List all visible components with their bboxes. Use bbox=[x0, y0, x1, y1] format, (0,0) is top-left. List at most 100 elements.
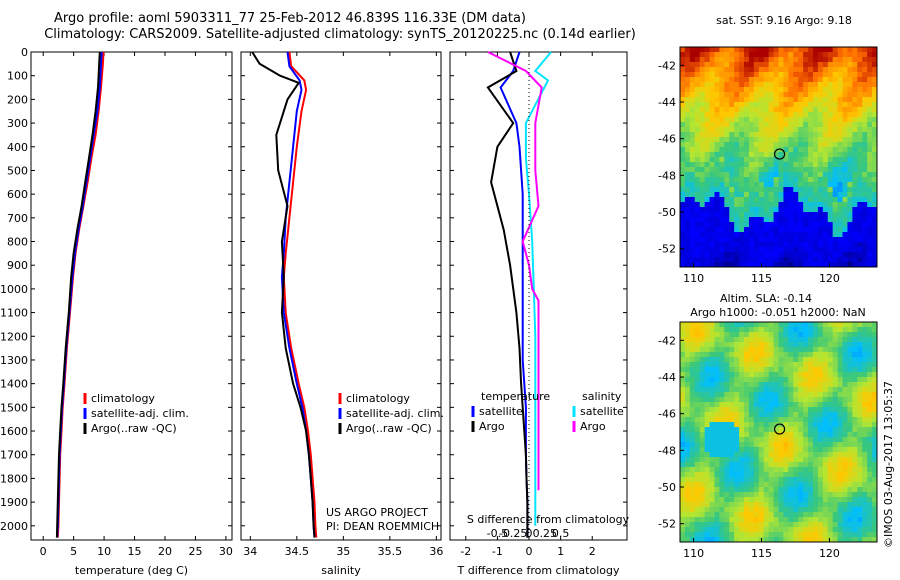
heatmap-cell bbox=[842, 172, 848, 178]
heatmap-cell bbox=[714, 137, 720, 143]
heatmap-cell bbox=[812, 517, 819, 523]
heatmap-cell bbox=[867, 392, 873, 398]
heatmap-cell bbox=[748, 107, 755, 113]
heatmap-cell bbox=[872, 502, 877, 508]
heatmap-cell bbox=[704, 417, 710, 423]
heatmap-cell bbox=[827, 62, 834, 68]
heatmap-cell bbox=[857, 257, 863, 263]
heatmap-cell bbox=[778, 117, 784, 123]
heatmap-cell bbox=[798, 112, 804, 118]
heatmap-cell bbox=[773, 507, 779, 513]
heatmap-cell bbox=[817, 372, 824, 378]
heatmap-cell bbox=[714, 332, 720, 338]
heatmap-cell bbox=[837, 102, 843, 108]
heatmap-cell bbox=[832, 337, 838, 343]
heatmap-cell bbox=[817, 347, 824, 353]
heatmap-cell bbox=[847, 182, 853, 188]
heatmap-cell bbox=[680, 332, 686, 338]
heatmap-cell bbox=[714, 397, 720, 403]
heatmap-cell bbox=[689, 527, 696, 533]
heatmap-cell bbox=[724, 352, 730, 358]
heatmap-cell bbox=[758, 332, 765, 338]
heatmap-cell bbox=[862, 492, 868, 498]
heatmap-cell bbox=[783, 167, 789, 173]
heatmap-cell bbox=[699, 117, 706, 123]
heatmap-cell bbox=[758, 467, 765, 473]
heatmap-cell bbox=[744, 107, 750, 113]
heatmap-cell bbox=[803, 417, 809, 423]
heatmap-cell bbox=[803, 487, 809, 493]
heatmap-cell bbox=[827, 387, 834, 393]
heatmap-cell bbox=[680, 122, 686, 128]
heatmap-cell bbox=[832, 522, 838, 528]
heatmap-cell bbox=[680, 167, 686, 173]
heatmap-cell bbox=[827, 332, 834, 338]
heatmap-cell bbox=[680, 372, 686, 378]
heatmap-cell bbox=[852, 377, 858, 383]
heatmap-cell bbox=[847, 462, 853, 468]
heatmap-cell bbox=[837, 222, 843, 228]
heatmap-cell bbox=[694, 497, 701, 503]
heatmap-cell bbox=[704, 152, 710, 158]
heatmap-cell bbox=[744, 502, 750, 508]
heatmap-cell bbox=[783, 177, 789, 183]
heatmap-cell bbox=[808, 347, 814, 353]
sla-map-axes: 110 115 120-42-44-46-48-50-52 bbox=[658, 334, 840, 560]
heatmap-cell bbox=[714, 92, 720, 98]
heatmap-cell bbox=[768, 412, 774, 418]
sst-map-frame bbox=[679, 46, 878, 268]
heatmap-cell bbox=[694, 507, 701, 513]
heatmap-cell bbox=[763, 322, 770, 328]
heatmap-cell bbox=[788, 502, 794, 508]
heatmap-cell bbox=[714, 62, 720, 68]
heatmap-cell bbox=[872, 67, 877, 73]
heatmap-cell bbox=[867, 322, 873, 328]
heatmap-cell bbox=[822, 372, 829, 378]
heatmap-cell bbox=[753, 392, 760, 398]
heatmap-cell bbox=[788, 347, 794, 353]
heatmap-cell bbox=[699, 177, 706, 183]
heatmap-cell bbox=[748, 182, 755, 188]
heatmap-cell bbox=[852, 457, 858, 463]
heatmap-cell bbox=[758, 352, 765, 358]
heatmap-cell bbox=[798, 402, 804, 408]
heatmap-cell bbox=[872, 242, 877, 248]
heatmap-cell bbox=[714, 182, 720, 188]
heatmap-cell bbox=[773, 202, 779, 208]
heatmap-cell bbox=[704, 452, 710, 458]
heatmap-cell bbox=[680, 327, 686, 333]
heatmap-cell bbox=[808, 457, 814, 463]
heatmap-cell bbox=[729, 402, 735, 408]
heatmap-cell bbox=[788, 367, 794, 373]
heatmap-cell bbox=[689, 322, 696, 328]
heatmap-cell bbox=[842, 402, 848, 408]
heatmap-cell bbox=[862, 522, 868, 528]
heatmap-cell bbox=[734, 357, 740, 363]
heatmap-cell bbox=[763, 437, 770, 443]
heatmap-cell bbox=[812, 472, 819, 478]
heatmap-cell bbox=[748, 487, 755, 493]
heatmap-cell bbox=[714, 467, 720, 473]
heatmap-cell bbox=[724, 47, 730, 53]
heatmap-cell bbox=[842, 122, 848, 128]
heatmap-cell bbox=[817, 427, 824, 433]
heatmap-cell bbox=[822, 467, 829, 473]
heatmap-cell bbox=[793, 222, 799, 228]
heatmap-cell bbox=[699, 217, 706, 223]
heatmap-cell bbox=[832, 432, 838, 438]
heatmap-cell bbox=[699, 417, 706, 423]
y-tick-label: -44 bbox=[658, 371, 676, 384]
heatmap-cell bbox=[714, 52, 720, 58]
heatmap-cell bbox=[862, 387, 868, 393]
heatmap-cell bbox=[729, 392, 735, 398]
heatmap-cell bbox=[758, 237, 765, 243]
heatmap-cell bbox=[842, 382, 848, 388]
heatmap-cell bbox=[867, 382, 873, 388]
heatmap-cell bbox=[852, 127, 858, 133]
heatmap-cell bbox=[832, 187, 838, 193]
heatmap-cell bbox=[842, 447, 848, 453]
heatmap-cell bbox=[867, 252, 873, 258]
heatmap-cell bbox=[729, 457, 735, 463]
heatmap-cell bbox=[837, 77, 843, 83]
heatmap-cell bbox=[684, 442, 691, 448]
